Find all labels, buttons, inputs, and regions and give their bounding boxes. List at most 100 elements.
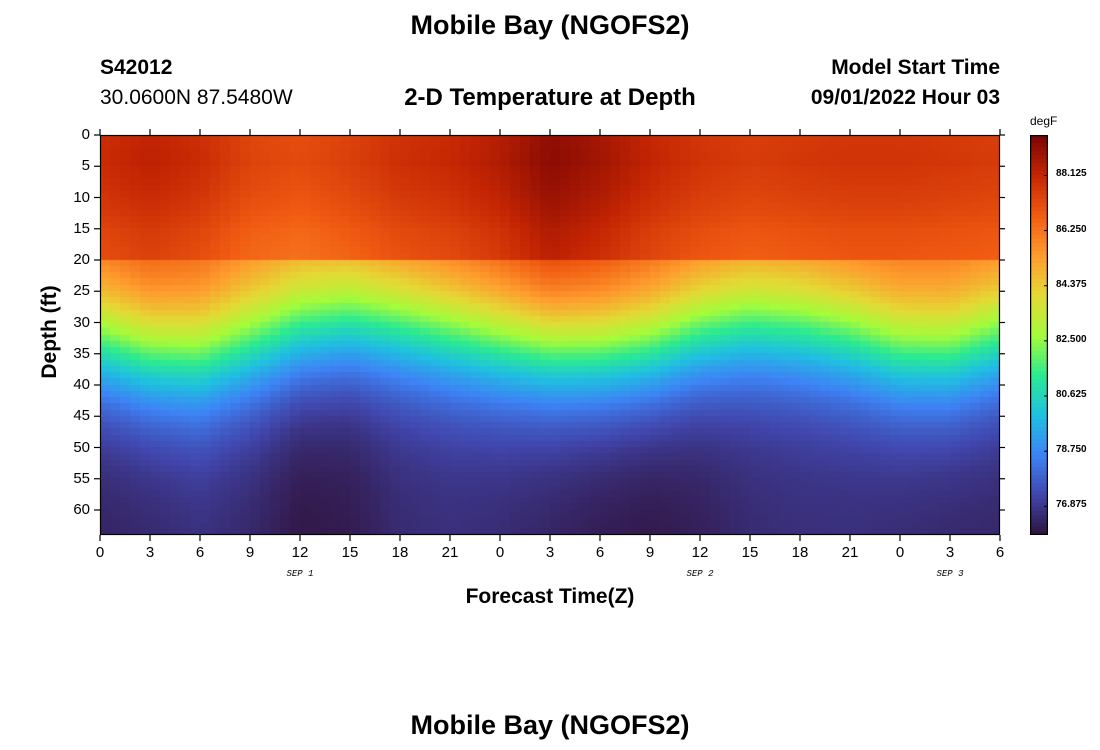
x-tick-label: 3 [145, 544, 155, 561]
temperature-heatmap [100, 135, 1000, 535]
colorbar-swatch [1030, 491, 1048, 496]
heatmap-plot [94, 129, 1005, 541]
x-tick-label: 0 [495, 544, 505, 561]
colorbar-swatch [1030, 171, 1048, 176]
colorbar-swatch [1030, 519, 1048, 524]
colorbar-swatch [1030, 431, 1048, 436]
colorbar-swatch [1030, 219, 1048, 224]
station-coords: 30.0600N 87.5480W [100, 86, 293, 109]
colorbar-swatch [1030, 167, 1048, 172]
x-tick-label: 0 [95, 544, 105, 561]
colorbar-swatch [1030, 347, 1048, 352]
x-tick-label: 6 [595, 544, 605, 561]
colorbar-swatch [1030, 371, 1048, 376]
colorbar-swatch [1030, 471, 1048, 476]
model-start-label: Model Start Time [831, 56, 1000, 79]
main-title: Mobile Bay (NGOFS2) [410, 10, 690, 40]
colorbar-swatch [1030, 227, 1048, 232]
colorbar-swatch [1030, 207, 1048, 212]
colorbar-swatch [1030, 483, 1048, 488]
colorbar-swatch [1030, 467, 1048, 472]
colorbar-swatch [1030, 463, 1048, 468]
x-tick-label: 6 [995, 544, 1005, 561]
x-tick-label: 3 [545, 544, 555, 561]
x-day-label: SEP 2 [686, 569, 714, 579]
colorbar-tick-label: 82.500 [1056, 333, 1087, 345]
x-tick-label: 18 [791, 544, 809, 561]
plot-title: 2-D Temperature at Depth [404, 84, 696, 111]
colorbar-swatch [1030, 283, 1048, 288]
colorbar-swatch [1030, 323, 1048, 328]
colorbar-swatch [1030, 443, 1048, 448]
y-tick-label: 35 [73, 344, 90, 362]
colorbar-swatch [1030, 199, 1048, 204]
colorbar-swatch [1030, 135, 1048, 140]
colorbar-swatch [1030, 299, 1048, 304]
x-tick-label: 12 [291, 544, 309, 561]
colorbar-swatch [1030, 415, 1048, 420]
colorbar [1030, 135, 1048, 535]
y-tick-label: 60 [73, 501, 90, 518]
model-start-value: 09/01/2022 Hour 03 [810, 86, 1000, 109]
colorbar-swatch [1030, 523, 1048, 528]
colorbar-tick-label: 76.875 [1056, 499, 1087, 511]
y-tick-label: 40 [73, 376, 90, 393]
colorbar-swatch [1030, 147, 1048, 152]
colorbar-swatch [1030, 339, 1048, 344]
colorbar-swatch [1030, 455, 1048, 460]
colorbar-swatch [1030, 239, 1048, 244]
colorbar-swatch [1030, 263, 1048, 268]
colorbar-tick-label: 78.750 [1056, 444, 1087, 456]
colorbar-swatch [1030, 407, 1048, 412]
colorbar-swatch [1030, 451, 1048, 456]
colorbar-swatch [1030, 515, 1048, 520]
colorbar-swatch [1030, 279, 1048, 284]
x-tick-label: 15 [741, 544, 759, 561]
colorbar-swatch [1030, 331, 1048, 336]
colorbar-swatch [1030, 391, 1048, 396]
colorbar-swatch [1030, 291, 1048, 296]
colorbar-swatch [1030, 447, 1048, 452]
colorbar-swatch [1030, 427, 1048, 432]
colorbar-swatch [1030, 527, 1048, 532]
colorbar-swatch [1030, 423, 1048, 428]
colorbar-swatch [1030, 503, 1048, 508]
y-tick-label: 50 [73, 438, 90, 456]
colorbar-tick-label: 86.250 [1056, 223, 1087, 235]
colorbar-swatch [1030, 259, 1048, 264]
y-tick-label: 25 [73, 282, 90, 300]
x-tick-label: 21 [841, 544, 859, 561]
x-tick-label: 15 [341, 544, 359, 561]
colorbar-swatch [1030, 243, 1048, 248]
colorbar-swatch [1030, 315, 1048, 320]
x-tick-label: 18 [391, 544, 409, 561]
colorbar-swatch [1030, 343, 1048, 348]
plot-frame [99, 134, 1001, 536]
x-tick-label: 21 [441, 544, 459, 561]
colorbar-swatch [1030, 495, 1048, 500]
colorbar-swatch [1030, 351, 1048, 356]
colorbar-swatch [1030, 367, 1048, 372]
colorbar-swatch [1030, 255, 1048, 260]
x-day-label: SEP 3 [936, 569, 964, 579]
colorbar-swatch [1030, 143, 1048, 148]
colorbar-unit: degF [1030, 114, 1058, 128]
colorbar-swatch [1030, 195, 1048, 200]
next-panel-title: Mobile Bay (NGOFS2) [410, 710, 690, 740]
colorbar-swatch [1030, 411, 1048, 416]
colorbar-frame [1030, 135, 1048, 535]
colorbar-swatch [1030, 319, 1048, 324]
colorbar-swatch [1030, 175, 1048, 180]
colorbar-swatch [1030, 231, 1048, 236]
colorbar-swatch [1030, 251, 1048, 256]
colorbar-swatch [1030, 359, 1048, 364]
colorbar-swatch [1030, 267, 1048, 272]
y-tick-label: 20 [73, 251, 90, 268]
colorbar-swatch [1030, 307, 1048, 312]
colorbar-swatch [1030, 235, 1048, 240]
y-tick-label: 55 [73, 469, 90, 487]
x-tick-label: 0 [895, 544, 905, 561]
y-tick-label: 45 [73, 407, 90, 425]
x-tick-label: 6 [195, 544, 205, 561]
colorbar-swatch [1030, 303, 1048, 308]
